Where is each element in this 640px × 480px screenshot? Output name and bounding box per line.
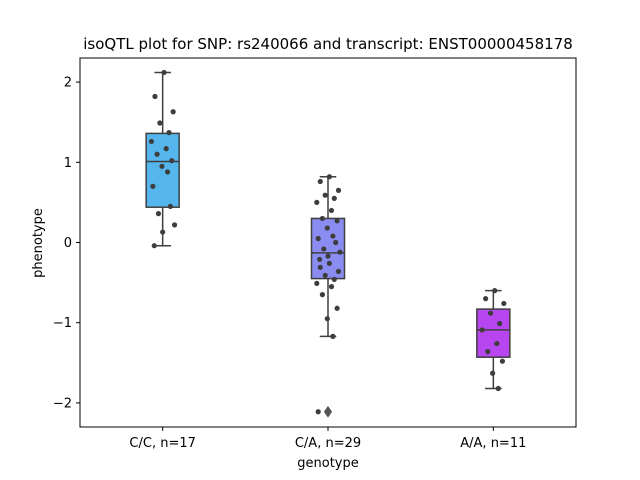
data-point [170,109,176,115]
data-point [328,284,335,290]
data-point [319,292,325,298]
y-tick-label: 0 [64,236,72,251]
data-point [494,340,500,347]
data-point [324,316,330,322]
data-point [163,146,169,152]
data-point [151,243,157,249]
data-point [479,327,485,333]
data-point [333,239,339,246]
data-point [334,305,340,311]
data-point [317,256,323,262]
box-group [145,69,180,249]
data-point [331,276,337,282]
data-point [328,207,335,214]
data-point [322,272,328,278]
plot-frame [79,57,577,428]
data-point [324,225,330,231]
data-point [159,163,165,169]
data-point [490,370,496,376]
data-point [326,174,332,180]
data-point [331,195,337,201]
data-point [337,249,343,255]
data-point [326,260,332,266]
data-point [317,178,323,185]
data-point [157,120,163,126]
data-point [335,187,342,193]
box-group [310,174,346,418]
data-point [483,296,489,302]
plot-area: −2 −1 0 1 2 C/C, n=17 C/A, n=29 A/A, n=11 [53,57,577,451]
box [145,132,180,208]
data-point [315,409,321,415]
data-point [322,192,328,198]
data-point [150,183,156,189]
data-point [487,310,494,316]
chart-title: isoQTL plot for SNP: rs240066 and transc… [83,35,573,53]
data-point [330,233,336,239]
data-point [325,253,331,259]
x-tick-label: A/A, n=11 [460,436,526,451]
data-point [497,320,503,327]
y-axis-title: phenotype [31,208,46,278]
x-tick-label: C/C, n=17 [129,436,195,451]
data-point [164,169,171,175]
x-tick-label: C/A, n=29 [295,436,361,451]
data-point [171,222,178,228]
data-point [319,215,325,222]
x-axis-title: genotype [297,456,358,471]
data-point [335,268,342,274]
y-tick-label: 1 [64,156,72,171]
data-point [166,130,172,136]
outlier-marker [323,405,333,418]
data-point [160,229,166,235]
box-group [476,288,511,392]
data-point [152,93,158,100]
data-point [154,151,160,157]
data-point [155,211,162,217]
data-point [169,158,175,164]
data-point [330,333,336,339]
data-point [495,385,501,392]
data-point [161,69,167,76]
data-point [167,203,173,210]
y-tick-label: −1 [53,316,72,331]
data-point [321,246,327,252]
data-point [314,199,320,205]
data-point [334,218,340,224]
data-point [314,280,320,287]
data-point [501,300,507,307]
data-point [485,348,491,355]
data-point [315,235,321,242]
y-tick-label: 2 [64,76,72,91]
data-point [492,288,498,294]
data-point [499,358,506,364]
y-tick-label: −2 [53,396,72,411]
data-point [148,138,155,145]
box [476,308,511,358]
data-point [317,264,323,270]
